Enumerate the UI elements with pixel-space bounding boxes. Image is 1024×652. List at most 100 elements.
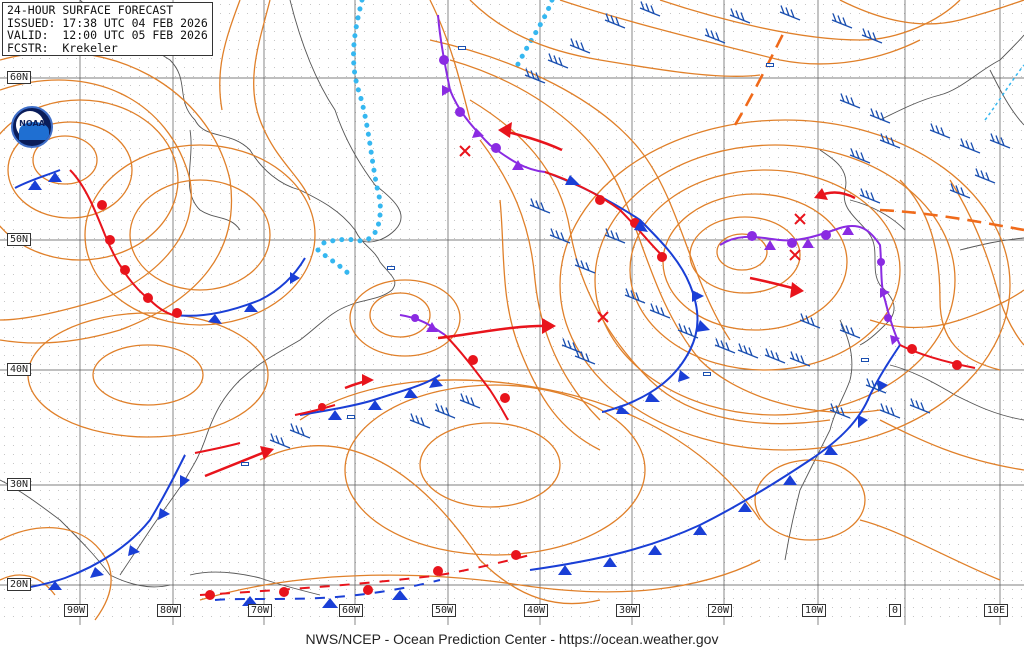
wind-barb-icon — [959, 138, 981, 154]
wind-barb-icon — [974, 168, 996, 184]
wind-barbs — [269, 1, 1011, 449]
wind-barb-icon — [604, 13, 626, 29]
cold-front-6 — [529, 344, 901, 571]
ice-edge — [315, 0, 555, 281]
wind-barb-icon — [737, 343, 759, 359]
wind-barb-icon — [879, 403, 901, 419]
warm-front-1 — [544, 171, 666, 259]
longitude-label: 40W — [524, 604, 549, 617]
wind-barb-icon — [929, 123, 951, 139]
issued-time: ISSUED: 17:38 UTC 04 FEB 2026 — [7, 15, 208, 30]
wind-barb-icon — [865, 378, 887, 394]
wind-barb-icon — [861, 28, 883, 44]
longitude-label: 30W — [616, 604, 641, 617]
warning-box-label — [861, 358, 869, 362]
forecaster-name: FCSTR: Krekeler — [7, 40, 118, 55]
wind-barb-icon — [549, 228, 571, 244]
longitude-label: 80W — [157, 604, 182, 617]
longitude-label: 20W — [708, 604, 733, 617]
wind-barb-icon — [869, 108, 891, 124]
occluded-front-3 — [719, 225, 901, 346]
occluded-front-2 — [399, 314, 446, 336]
latitude-label: 20N — [7, 578, 32, 591]
warning-box-label — [241, 462, 249, 466]
warm-front-4 — [294, 404, 336, 416]
warm-front-6 — [194, 442, 241, 454]
wind-barb-icon — [677, 323, 699, 339]
warm-front-3 — [444, 334, 509, 421]
wind-barb-icon — [269, 433, 291, 449]
wind-barb-icon — [547, 53, 569, 69]
warning-box-label — [347, 415, 355, 419]
trough-line-1 — [733, 29, 787, 126]
warning-box-label — [766, 63, 774, 67]
wind-barb-icon — [949, 183, 971, 199]
motion-arrows — [204, 122, 856, 478]
wind-barb-icon — [859, 188, 881, 204]
fronts — [14, 14, 1024, 601]
wind-barb-icon — [839, 93, 861, 109]
footer-credit: NWS/NCEP - Ocean Prediction Center - htt… — [305, 631, 719, 647]
longitude-label: 50W — [432, 604, 457, 617]
wind-barb-icon — [604, 228, 626, 244]
future-positions — [459, 145, 806, 323]
latitude-label: 60N — [7, 71, 32, 84]
wind-barb-icon — [529, 198, 551, 214]
longitude-label: 0 — [889, 604, 902, 617]
warning-box-label — [387, 266, 395, 270]
forecast-title: 24-HOUR SURFACE FORECAST — [7, 3, 174, 17]
wind-barb-icon — [434, 403, 456, 419]
front-symbols — [28, 55, 962, 608]
wind-barb-icon — [909, 398, 931, 414]
wind-barb-icon — [649, 303, 671, 319]
wind-barb-icon — [574, 258, 596, 274]
longitude-label: 10E — [984, 604, 1009, 617]
wind-barb-icon — [799, 313, 821, 329]
wind-barb-icon — [839, 323, 861, 339]
isobars — [0, 0, 1024, 621]
wind-barb-icon — [789, 351, 811, 367]
wind-barb-icon — [849, 148, 871, 164]
wind-barb-icon — [409, 413, 431, 429]
wind-barb-icon — [989, 133, 1011, 149]
longitude-label: 10W — [802, 604, 827, 617]
warning-box-label — [703, 372, 711, 376]
wind-barb-icon — [764, 348, 786, 364]
wind-barb-icon — [561, 338, 583, 354]
cold-front-4 — [14, 454, 186, 591]
latitude-label: 50N — [7, 233, 32, 246]
wind-barb-icon — [524, 68, 546, 84]
noaa-logo: NOAA — [11, 106, 53, 148]
longitude-label: 70W — [248, 604, 273, 617]
latitude-label: 40N — [7, 363, 32, 376]
wind-barb-icon — [714, 338, 736, 354]
cold-front-1 — [544, 171, 699, 413]
wind-barb-icon — [639, 1, 661, 17]
wind-barb-icon — [829, 403, 851, 419]
forecast-header: 24-HOUR SURFACE FORECAST ISSUED: 17:38 U… — [2, 2, 213, 56]
wind-barb-icon — [831, 13, 853, 29]
wind-barb-icon — [574, 349, 596, 365]
longitude-label: 60W — [339, 604, 364, 617]
cold-front-5 — [299, 374, 441, 416]
valid-time: VALID: 12:00 UTC 05 FEB 2026 — [7, 28, 208, 42]
wind-barb-icon — [459, 393, 481, 409]
latitude-label: 30N — [7, 478, 32, 491]
wind-barb-icon — [624, 288, 646, 304]
warm-front-5 — [899, 344, 976, 369]
wind-barb-icon — [729, 8, 751, 24]
wind-barb-icon — [569, 38, 591, 54]
stationary-front-blue — [214, 579, 441, 601]
stationary-front-red — [199, 554, 531, 596]
wind-barb-icon — [289, 423, 311, 439]
wind-barb-icon — [779, 5, 801, 21]
noaa-logo-text: NOAA — [19, 119, 45, 128]
longitude-label: 90W — [64, 604, 89, 617]
wind-barb-icon — [879, 133, 901, 149]
wind-barb-icon — [704, 28, 726, 44]
ice-edge-ne — [984, 64, 1024, 121]
cold-front-3 — [14, 169, 61, 189]
warning-box-label — [458, 46, 466, 50]
